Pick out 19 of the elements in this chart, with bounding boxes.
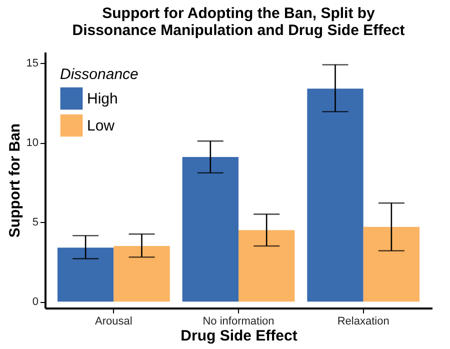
x-tick-label: Relaxation	[337, 316, 390, 328]
x-tick-label: Arousal	[95, 316, 132, 328]
x-tick-label: No information	[202, 316, 274, 328]
legend-label: Low	[87, 118, 115, 134]
bar	[182, 156, 238, 302]
legend-label: High	[87, 90, 118, 108]
x-axis-title: Drug Side Effect	[180, 328, 298, 344]
y-tick-label: 10	[26, 137, 38, 150]
y-tick-label: 15	[26, 58, 38, 70]
bar	[238, 230, 295, 302]
y-tick-label: 5	[32, 216, 38, 229]
legend-title: Dissonance	[60, 66, 138, 83]
bar	[363, 226, 420, 302]
y-tick-label: 0	[32, 296, 38, 308]
bar	[57, 248, 114, 302]
chart-title: Support for Adopting the Ban, Split by Dissonance Manipulation and Drug Side Effect	[72, 5, 405, 39]
bar	[307, 88, 364, 302]
bar	[114, 246, 170, 302]
y-axis-title: Support for Ban	[6, 123, 24, 238]
